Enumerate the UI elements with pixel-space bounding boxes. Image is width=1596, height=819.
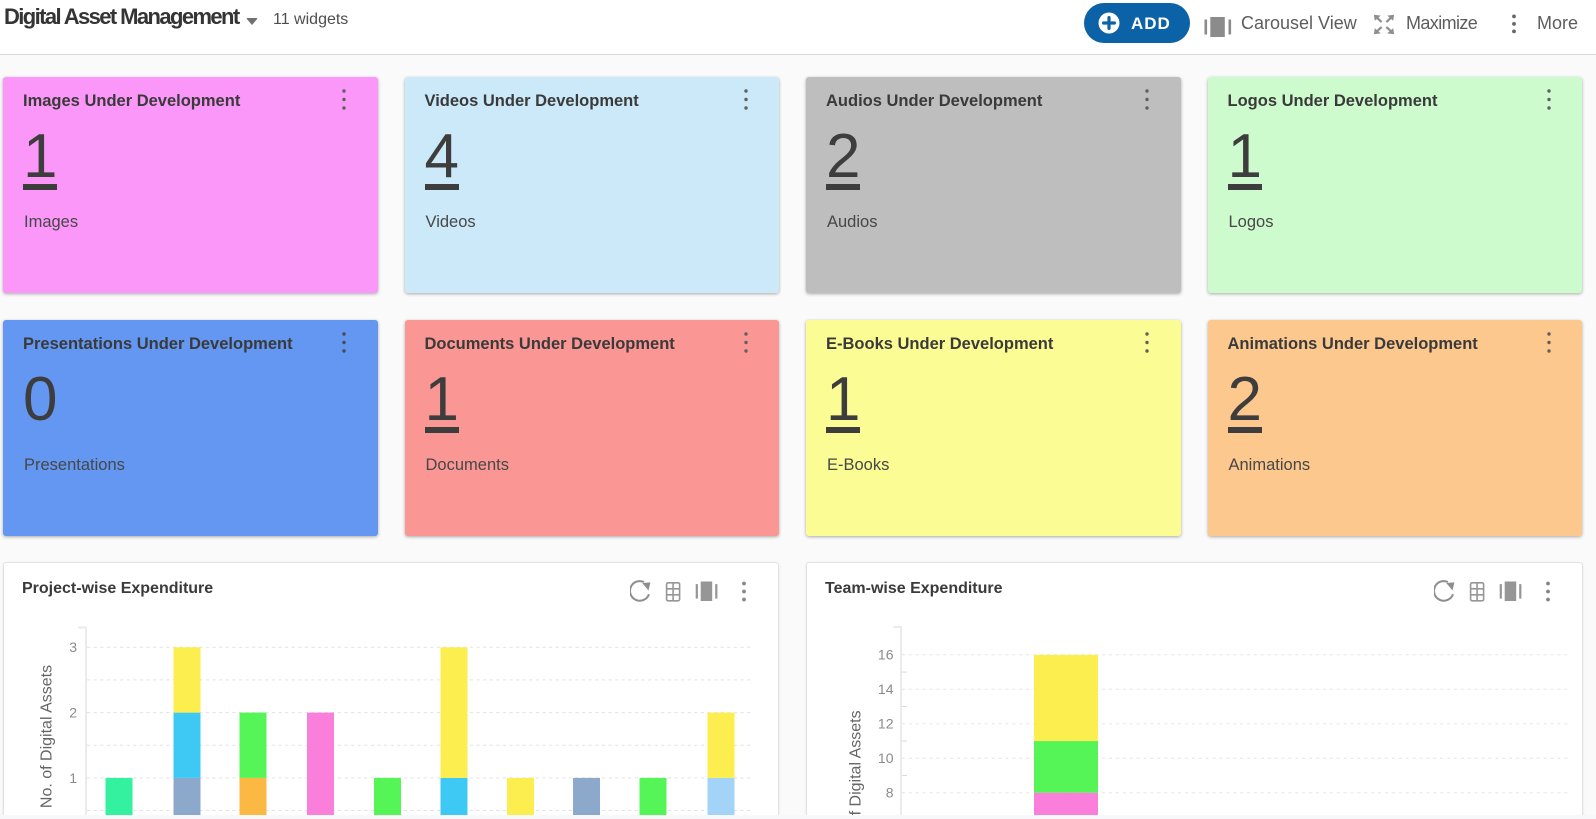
svg-text:8: 8 xyxy=(886,785,894,801)
svg-text:No. of Digital Assets: No. of Digital Assets xyxy=(848,710,865,819)
svg-text:No. of Digital Assets: No. of Digital Assets xyxy=(39,665,56,808)
svg-text:1: 1 xyxy=(69,770,77,786)
svg-text:12: 12 xyxy=(878,716,894,732)
svg-text:16: 16 xyxy=(878,647,894,663)
svg-text:3: 3 xyxy=(69,639,77,655)
svg-text:2: 2 xyxy=(69,705,77,721)
svg-text:10: 10 xyxy=(878,750,894,766)
svg-text:14: 14 xyxy=(878,681,894,697)
